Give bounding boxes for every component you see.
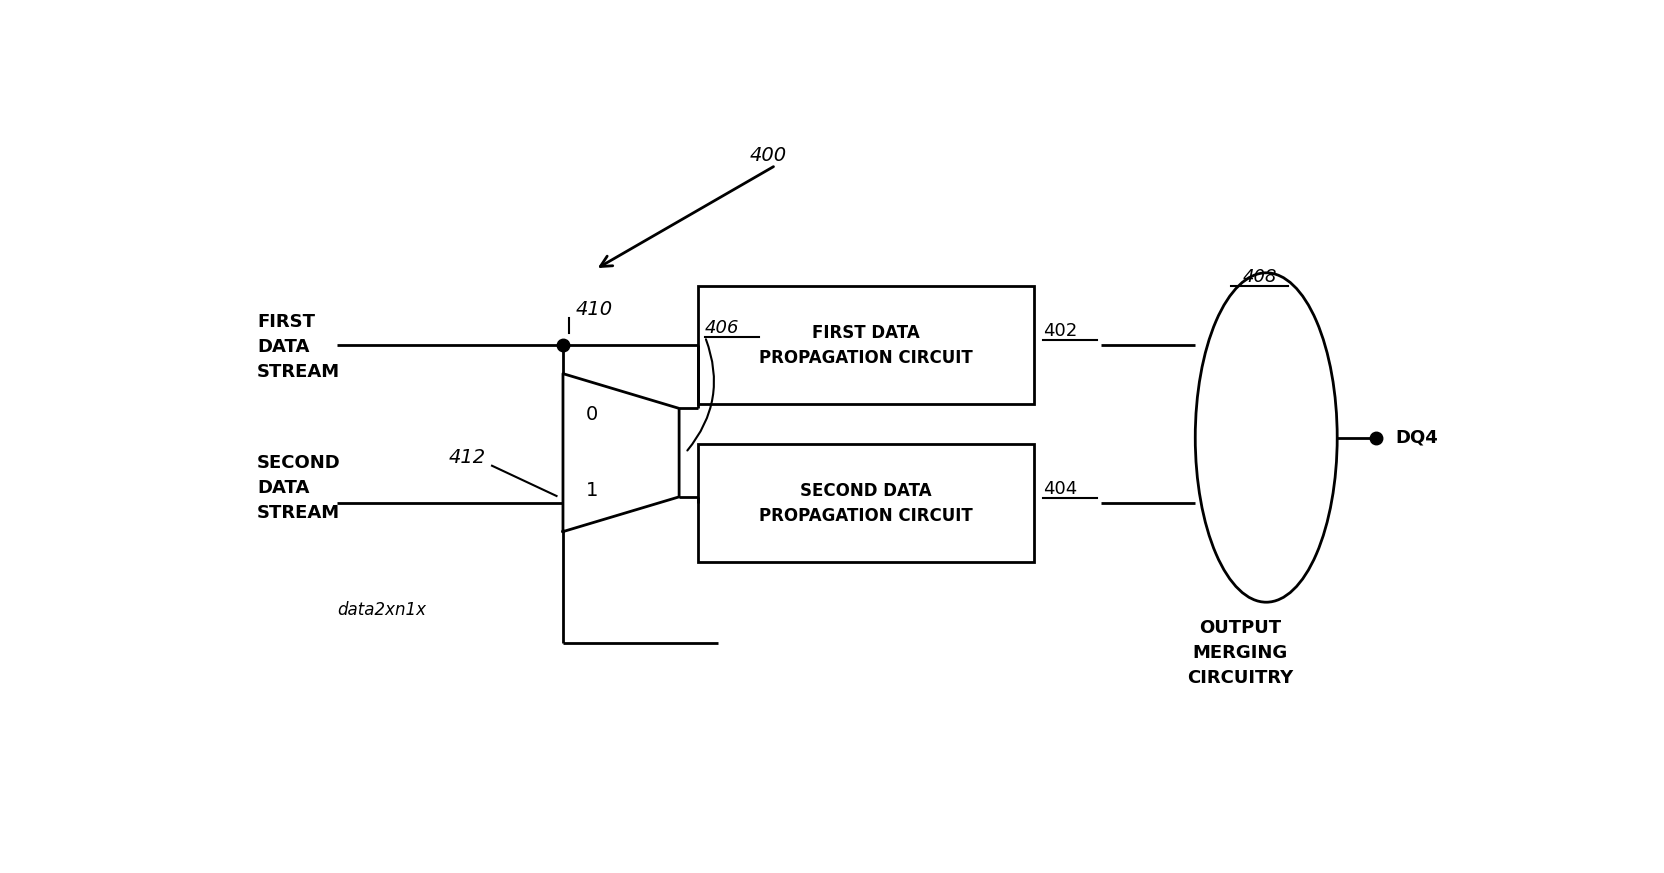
Text: data2xn1x: data2xn1x xyxy=(336,601,426,619)
Text: 406: 406 xyxy=(704,319,739,337)
Ellipse shape xyxy=(1195,272,1336,602)
Polygon shape xyxy=(562,374,679,532)
Text: FIRST
DATA
STREAM: FIRST DATA STREAM xyxy=(256,313,339,381)
Text: DQ4: DQ4 xyxy=(1394,429,1438,446)
Text: 0: 0 xyxy=(586,405,597,424)
Text: FIRST DATA
PROPAGATION CIRCUIT: FIRST DATA PROPAGATION CIRCUIT xyxy=(759,324,972,367)
Text: OUTPUT
MERGING
CIRCUITRY: OUTPUT MERGING CIRCUITRY xyxy=(1186,619,1293,686)
Text: SECOND DATA
PROPAGATION CIRCUIT: SECOND DATA PROPAGATION CIRCUIT xyxy=(759,482,972,525)
Text: 408: 408 xyxy=(1241,268,1276,286)
Text: SECOND
DATA
STREAM: SECOND DATA STREAM xyxy=(256,454,341,522)
Text: 412: 412 xyxy=(448,448,486,467)
Text: 400: 400 xyxy=(749,146,787,165)
Text: 410: 410 xyxy=(576,300,612,320)
Text: 402: 402 xyxy=(1042,321,1077,340)
Bar xyxy=(699,286,1033,404)
Text: 1: 1 xyxy=(586,481,599,500)
Text: 404: 404 xyxy=(1042,479,1077,498)
Bar xyxy=(699,444,1033,562)
